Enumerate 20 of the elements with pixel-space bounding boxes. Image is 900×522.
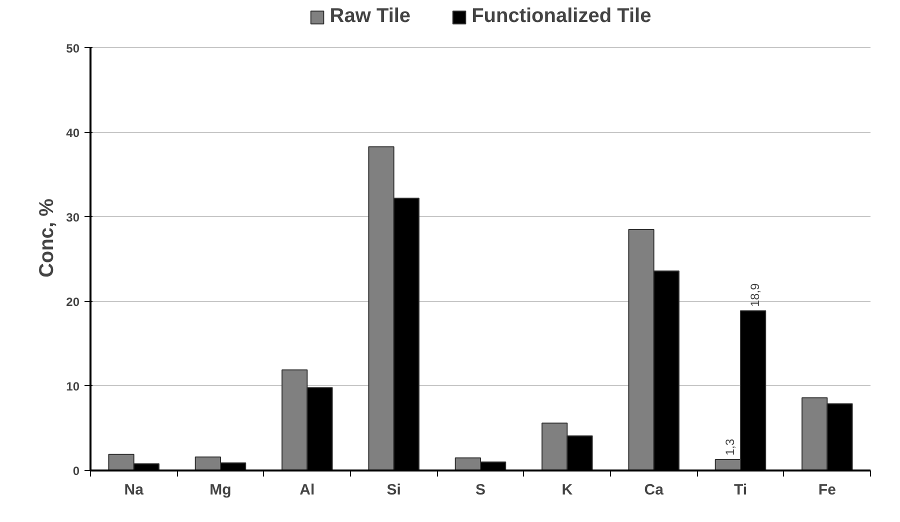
x-tick-label: Ca bbox=[644, 482, 664, 498]
x-tick-label: Fe bbox=[818, 482, 836, 498]
x-tick-label: Al bbox=[300, 482, 315, 498]
y-tick-label: 40 bbox=[66, 126, 80, 140]
x-tick-label: Na bbox=[124, 482, 144, 498]
y-tick-label: 50 bbox=[66, 41, 80, 56]
x-tick-label: S bbox=[476, 482, 486, 498]
y-tick-label: 10 bbox=[66, 379, 80, 394]
y-tick-label: 20 bbox=[66, 294, 80, 309]
legend-label: Functionalized Tile bbox=[472, 5, 652, 28]
x-tick-label: Ti bbox=[734, 482, 748, 498]
legend-label: Raw Tile bbox=[330, 5, 411, 28]
y-tick-label: 0 bbox=[72, 464, 80, 478]
x-tick-label: K bbox=[562, 482, 573, 498]
y-axis-title: Conc, % bbox=[36, 198, 58, 278]
x-tick-label: Mg bbox=[210, 482, 232, 498]
data-label: 1,3 bbox=[722, 438, 737, 456]
data-label: 18,9 bbox=[748, 283, 762, 307]
y-tick-label: 30 bbox=[66, 210, 80, 224]
x-tick-label: Si bbox=[386, 482, 401, 498]
